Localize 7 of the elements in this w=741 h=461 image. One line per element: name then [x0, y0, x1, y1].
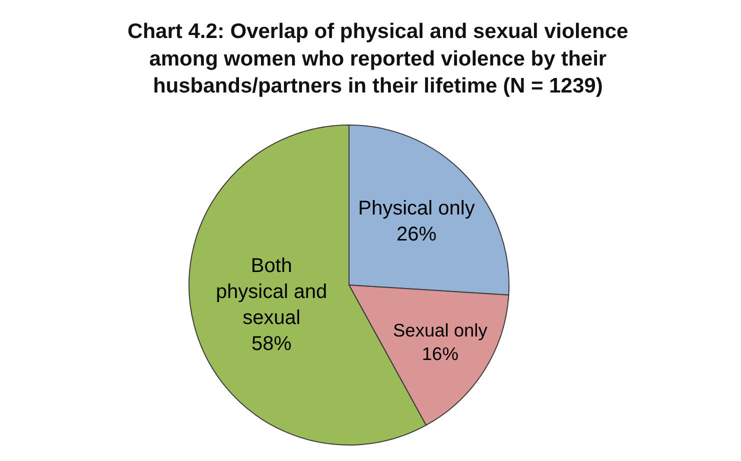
data-label: 58%	[252, 332, 292, 355]
data-label: 26%	[396, 224, 437, 246]
chart-title: Chart 4.2: Overlap of physical and sexual violence among women who reported violence by their husbands/partners in their lifetime (N = 1239)	[128, 20, 628, 98]
slice-label: Sexual only	[392, 319, 488, 340]
data-label: 16%	[422, 343, 458, 364]
slice-label: Both physical and sexual	[216, 254, 328, 329]
slice-label: Physical only	[358, 198, 475, 220]
